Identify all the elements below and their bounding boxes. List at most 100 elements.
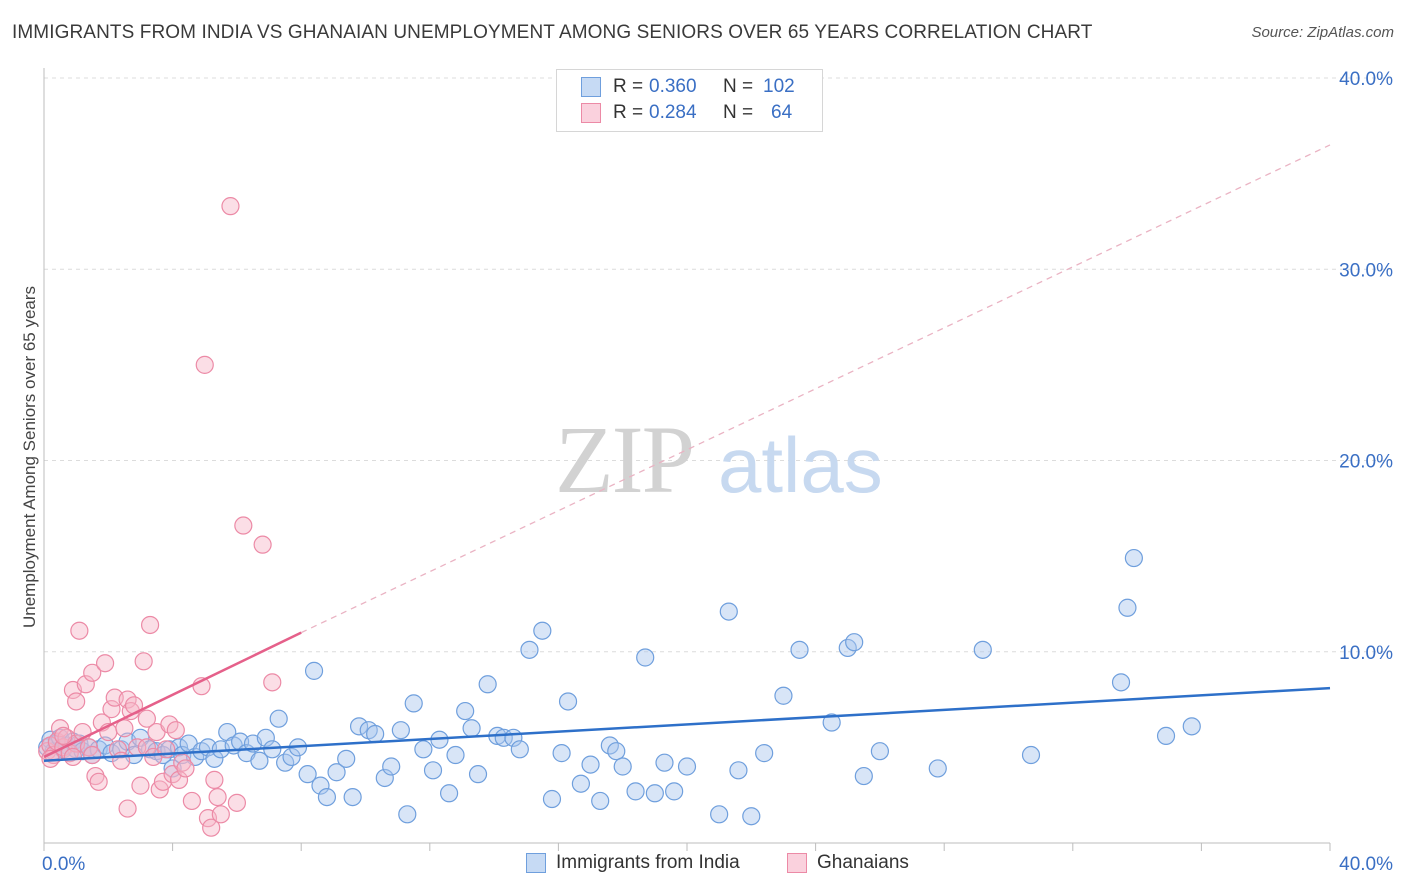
ghana-legend-swatch bbox=[787, 853, 807, 873]
data-point bbox=[67, 692, 86, 711]
data-point bbox=[166, 721, 185, 740]
source-label: Source: ZipAtlas.com bbox=[1251, 24, 1394, 41]
data-point bbox=[382, 757, 401, 776]
stats-legend: R = 0.360 N = 102 R = 0.284 N = 64 bbox=[556, 69, 823, 132]
data-point bbox=[115, 719, 134, 738]
data-point bbox=[1118, 598, 1137, 617]
data-point bbox=[391, 721, 410, 740]
data-point bbox=[211, 805, 230, 824]
data-point bbox=[677, 757, 697, 776]
india-swatch bbox=[581, 77, 601, 97]
data-point bbox=[182, 791, 201, 811]
data-point bbox=[221, 197, 240, 216]
data-point bbox=[719, 602, 738, 621]
data-point bbox=[446, 745, 465, 765]
data-point bbox=[710, 805, 729, 824]
watermark-zip: ZIP bbox=[555, 406, 693, 513]
trend-lines bbox=[300, 144, 1331, 634]
data-point bbox=[510, 740, 529, 759]
data-point bbox=[311, 776, 330, 795]
chart-title: IMMIGRANTS FROM INDIA VS GHANAIAN UNEMPL… bbox=[12, 22, 1093, 43]
data-point bbox=[169, 770, 189, 789]
data-point bbox=[854, 766, 873, 786]
data-point bbox=[1124, 548, 1143, 568]
data-point bbox=[70, 621, 89, 640]
trend-extension bbox=[300, 144, 1331, 634]
data-point bbox=[366, 724, 385, 744]
data-point bbox=[176, 759, 195, 778]
r-label: R = bbox=[613, 102, 644, 123]
data-point bbox=[1182, 717, 1201, 736]
data-point bbox=[665, 782, 684, 801]
data-point bbox=[256, 728, 275, 747]
r-label: R = bbox=[613, 76, 644, 97]
data-point bbox=[83, 745, 102, 765]
data-point bbox=[76, 675, 95, 694]
india-legend-swatch bbox=[526, 853, 546, 873]
data-point bbox=[439, 784, 459, 803]
data-point bbox=[131, 776, 150, 795]
data-point bbox=[337, 749, 356, 768]
data-point bbox=[655, 753, 674, 772]
gridlines bbox=[44, 77, 1392, 653]
data-point bbox=[298, 765, 317, 784]
data-point bbox=[86, 766, 105, 786]
axes bbox=[43, 68, 1331, 851]
data-point bbox=[742, 807, 761, 826]
data-point bbox=[571, 774, 591, 793]
data-point bbox=[607, 742, 626, 761]
data-point bbox=[112, 751, 131, 770]
data-point bbox=[269, 709, 288, 728]
data-point bbox=[163, 759, 182, 778]
data-point bbox=[140, 615, 160, 635]
data-point bbox=[349, 717, 369, 736]
data-point bbox=[626, 782, 645, 801]
ghana-swatch bbox=[581, 103, 601, 123]
data-point bbox=[636, 648, 655, 667]
ghana-legend-label: Ghanaians bbox=[817, 852, 909, 873]
data-point bbox=[870, 742, 890, 761]
trend-line-india bbox=[43, 686, 1331, 763]
data-point bbox=[137, 709, 156, 728]
india-legend-label: Immigrants from India bbox=[556, 852, 740, 873]
data-point bbox=[208, 787, 227, 807]
data-point bbox=[845, 633, 864, 652]
data-points bbox=[38, 197, 1201, 837]
n-label: N = bbox=[723, 76, 754, 97]
data-point bbox=[250, 751, 269, 770]
data-point bbox=[790, 640, 809, 659]
data-point bbox=[973, 640, 992, 659]
data-point bbox=[581, 755, 600, 774]
data-point bbox=[645, 784, 664, 803]
data-point bbox=[89, 772, 108, 791]
n-value: 64 bbox=[771, 102, 793, 123]
data-point bbox=[153, 772, 173, 791]
data-point bbox=[478, 675, 497, 694]
data-point bbox=[253, 535, 272, 554]
data-point bbox=[304, 661, 324, 680]
data-point bbox=[118, 799, 137, 818]
y-tick-label: 20.0% bbox=[1339, 452, 1393, 473]
data-point bbox=[227, 793, 246, 812]
data-point bbox=[729, 761, 748, 780]
data-point bbox=[1111, 673, 1131, 692]
r-value: 0.284 bbox=[649, 102, 697, 123]
data-point bbox=[263, 673, 282, 692]
data-point bbox=[558, 692, 578, 711]
data-point bbox=[613, 757, 632, 776]
data-point bbox=[1021, 745, 1041, 765]
data-point bbox=[102, 700, 121, 719]
data-point bbox=[327, 763, 346, 782]
data-point bbox=[542, 789, 562, 809]
data-point bbox=[343, 787, 362, 807]
y-axis-label: Unemployment Among Seniors over 65 years bbox=[20, 286, 39, 628]
data-point bbox=[282, 747, 301, 767]
y-tick-label: 40.0% bbox=[1339, 69, 1393, 90]
data-point bbox=[520, 640, 539, 659]
trend-lines-solid bbox=[43, 631, 1331, 763]
data-point bbox=[195, 355, 214, 374]
tick-labels: 10.0% 20.0% 30.0% 40.0% 0.0% 40.0% bbox=[42, 69, 1393, 875]
x-tick-label: 0.0% bbox=[42, 854, 85, 875]
n-value: 102 bbox=[763, 76, 795, 97]
data-point bbox=[456, 701, 475, 721]
